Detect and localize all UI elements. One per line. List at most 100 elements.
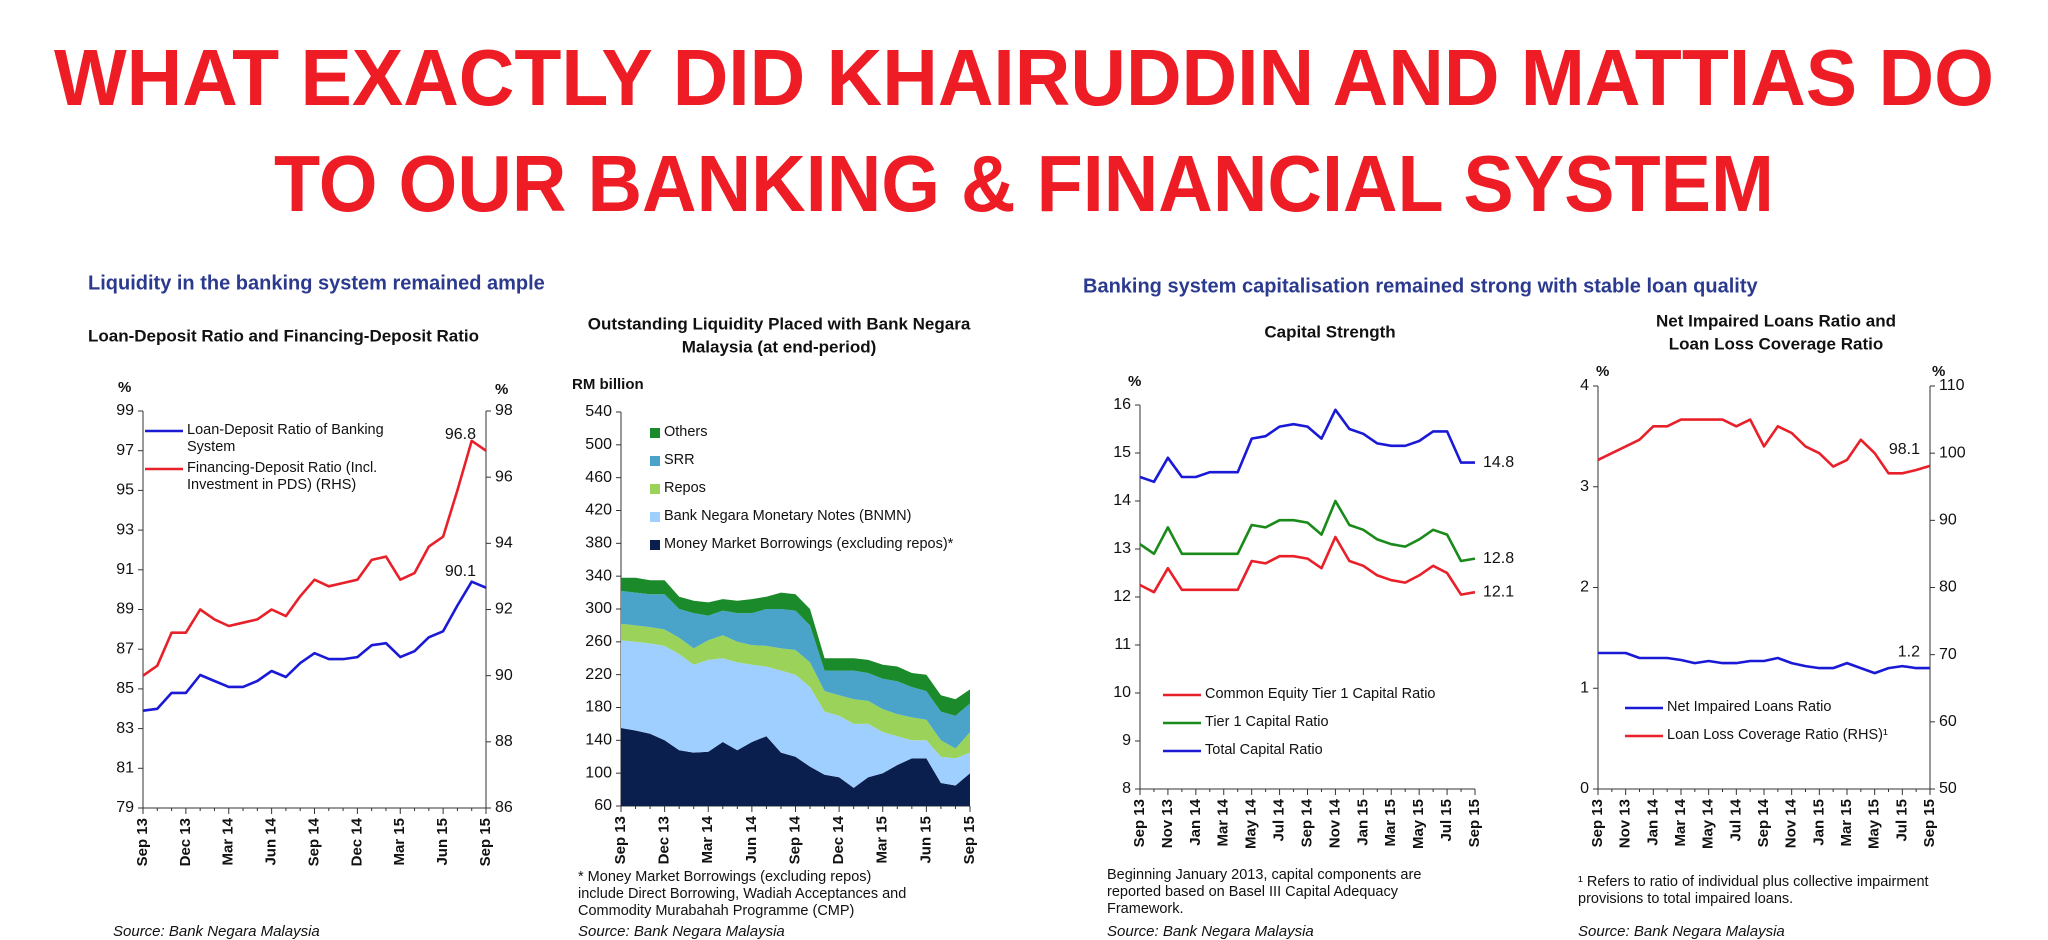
- y-tick-label: 0: [1580, 780, 1589, 797]
- x-tick-label: Jan 15: [1354, 799, 1371, 846]
- value-label: 14.8: [1483, 454, 1514, 471]
- footnote: provisions to total impaired loans.: [1578, 891, 1793, 907]
- x-tick-label: Sep 15: [961, 816, 978, 864]
- y-axis-unit: %: [1128, 373, 1141, 390]
- y-tick-label: 140: [585, 732, 612, 749]
- legend-swatch: [650, 512, 660, 522]
- x-tick-label: Sep 13: [612, 816, 629, 864]
- y2-tick-label: 60: [1939, 713, 1957, 730]
- x-tick-label: Jun 15: [434, 818, 451, 866]
- page-title: TO OUR BANKING & FINANCIAL SYSTEM: [274, 139, 1774, 228]
- legend-entry: Common Equity Tier 1 Capital Ratio: [1205, 686, 1436, 702]
- y-tick-label: 2: [1580, 579, 1589, 596]
- y2-axis-unit: %: [495, 381, 508, 398]
- legend-swatch: [650, 540, 660, 550]
- chart-title: Net Impaired Loans Ratio and: [1656, 311, 1896, 330]
- x-tick-label: Nov 13: [1159, 799, 1176, 848]
- y-axis-unit: %: [118, 379, 131, 396]
- x-tick-label: Jul 14: [1727, 798, 1744, 841]
- legend-label: SRR: [664, 452, 695, 468]
- legend-label: Repos: [664, 480, 706, 496]
- x-tick-label: Mar 14: [1215, 798, 1232, 846]
- y-tick-label: 16: [1113, 396, 1131, 413]
- y2-axis-unit: %: [1932, 363, 1945, 380]
- x-tick-label: Jul 15: [1438, 799, 1455, 842]
- x-tick-label: Mar 14: [699, 815, 716, 863]
- y-axis-unit: RM billion: [572, 376, 644, 393]
- legend-label: Total Capital Ratio: [1205, 742, 1323, 758]
- x-tick-label: Mar 14: [1672, 798, 1689, 846]
- x-tick-label: Mar 15: [1382, 799, 1399, 847]
- legend-entry: Others: [664, 424, 708, 440]
- y-tick-label: 9: [1122, 732, 1131, 749]
- footnote: Beginning January 2013, capital componen…: [1107, 867, 1421, 883]
- y-tick-label: 540: [585, 403, 612, 420]
- y-tick-label: 85: [116, 680, 134, 697]
- x-tick-label: May 15: [1410, 799, 1427, 849]
- panel-heading: Banking system capitalisation remained s…: [1083, 275, 1758, 297]
- y-tick-label: 380: [585, 535, 612, 552]
- legend-entry: Loan-Deposit Ratio of Banking System: [187, 422, 384, 455]
- y-tick-label: 60: [594, 797, 612, 814]
- legend-swatch: [650, 428, 660, 438]
- y2-tick-label: 94: [495, 535, 513, 552]
- footnote: ¹ Refers to ratio of individual plus col…: [1578, 874, 1929, 890]
- chart-title: Loan-Deposit Ratio and Financing-Deposit…: [88, 326, 479, 345]
- x-tick-label: Dec 14: [830, 815, 847, 864]
- legend-entry: Net Impaired Loans Ratio: [1667, 699, 1832, 715]
- x-tick-label: Mar 15: [1838, 799, 1855, 847]
- x-tick-label: Jan 14: [1187, 798, 1204, 845]
- line: [1597, 418, 1931, 475]
- chart-title: Malaysia (at end-period): [682, 337, 877, 356]
- y2-tick-label: 86: [495, 799, 513, 816]
- line: [142, 580, 487, 712]
- footnote: * Money Market Borrowings (excluding rep…: [578, 869, 871, 885]
- line: [142, 439, 487, 677]
- y-tick-label: 11: [1114, 636, 1131, 653]
- y-tick-label: 10: [1113, 684, 1131, 701]
- y-tick-label: 81: [116, 760, 134, 777]
- chart-title: Loan Loss Coverage Ratio: [1669, 334, 1883, 353]
- legend-label: Others: [664, 424, 708, 440]
- y2-tick-label: 50: [1939, 780, 1957, 797]
- legend-entry: Money Market Borrowings (excluding repos…: [664, 536, 954, 552]
- x-tick-label: Nov 14: [1783, 798, 1800, 848]
- area: [621, 623, 970, 759]
- y-tick-label: 300: [585, 600, 612, 617]
- x-tick-label: Dec 13: [177, 818, 194, 866]
- line: [1598, 651, 1930, 675]
- legend-entry: Repos: [664, 480, 706, 496]
- legend-label: Financing-Deposit Ratio (Incl. Investmen…: [187, 460, 378, 493]
- x-tick-label: May 15: [1866, 799, 1883, 849]
- y-tick-label: 83: [116, 720, 134, 737]
- legend-label: Loan-Deposit Ratio of Banking System: [187, 422, 384, 455]
- legend-label: Common Equity Tier 1 Capital Ratio: [1205, 686, 1436, 702]
- footnote: include Direct Borrowing, Wadiah Accepta…: [578, 886, 906, 902]
- y2-tick-label: 90: [495, 667, 513, 684]
- x-tick-label: Sep 15: [477, 818, 494, 866]
- x-tick-label: Jan 14: [1644, 798, 1661, 845]
- legend-entry: SRR: [664, 452, 695, 468]
- legend-entry: Financing-Deposit Ratio (Incl. Investmen…: [187, 460, 378, 493]
- y-tick-label: 97: [116, 442, 134, 459]
- x-tick-label: Jul 14: [1271, 798, 1288, 841]
- x-tick-label: Mar 14: [220, 817, 237, 865]
- value-label: 96.8: [445, 426, 476, 443]
- y2-tick-label: 92: [495, 601, 513, 618]
- chart-title: Outstanding Liquidity Placed with Bank N…: [588, 314, 971, 333]
- y-axis-unit: %: [1596, 363, 1609, 380]
- legend-label: Bank Negara Monetary Notes (BNMN): [664, 508, 912, 524]
- x-tick-label: Sep 15: [1466, 799, 1483, 847]
- y2-tick-label: 88: [495, 733, 513, 750]
- y-tick-label: 180: [585, 699, 612, 716]
- y-tick-label: 260: [585, 633, 612, 650]
- line: [1139, 499, 1476, 563]
- legend-label: Money Market Borrowings (excluding repos…: [664, 536, 954, 552]
- x-tick-label: Dec 14: [348, 817, 365, 866]
- y2-tick-label: 100: [1939, 444, 1966, 461]
- area: [621, 577, 970, 716]
- legend-label: Loan Loss Coverage Ratio (RHS)¹: [1667, 727, 1888, 743]
- legend-label: Net Impaired Loans Ratio: [1667, 699, 1832, 715]
- legend-entry: Tier 1 Capital Ratio: [1205, 714, 1329, 730]
